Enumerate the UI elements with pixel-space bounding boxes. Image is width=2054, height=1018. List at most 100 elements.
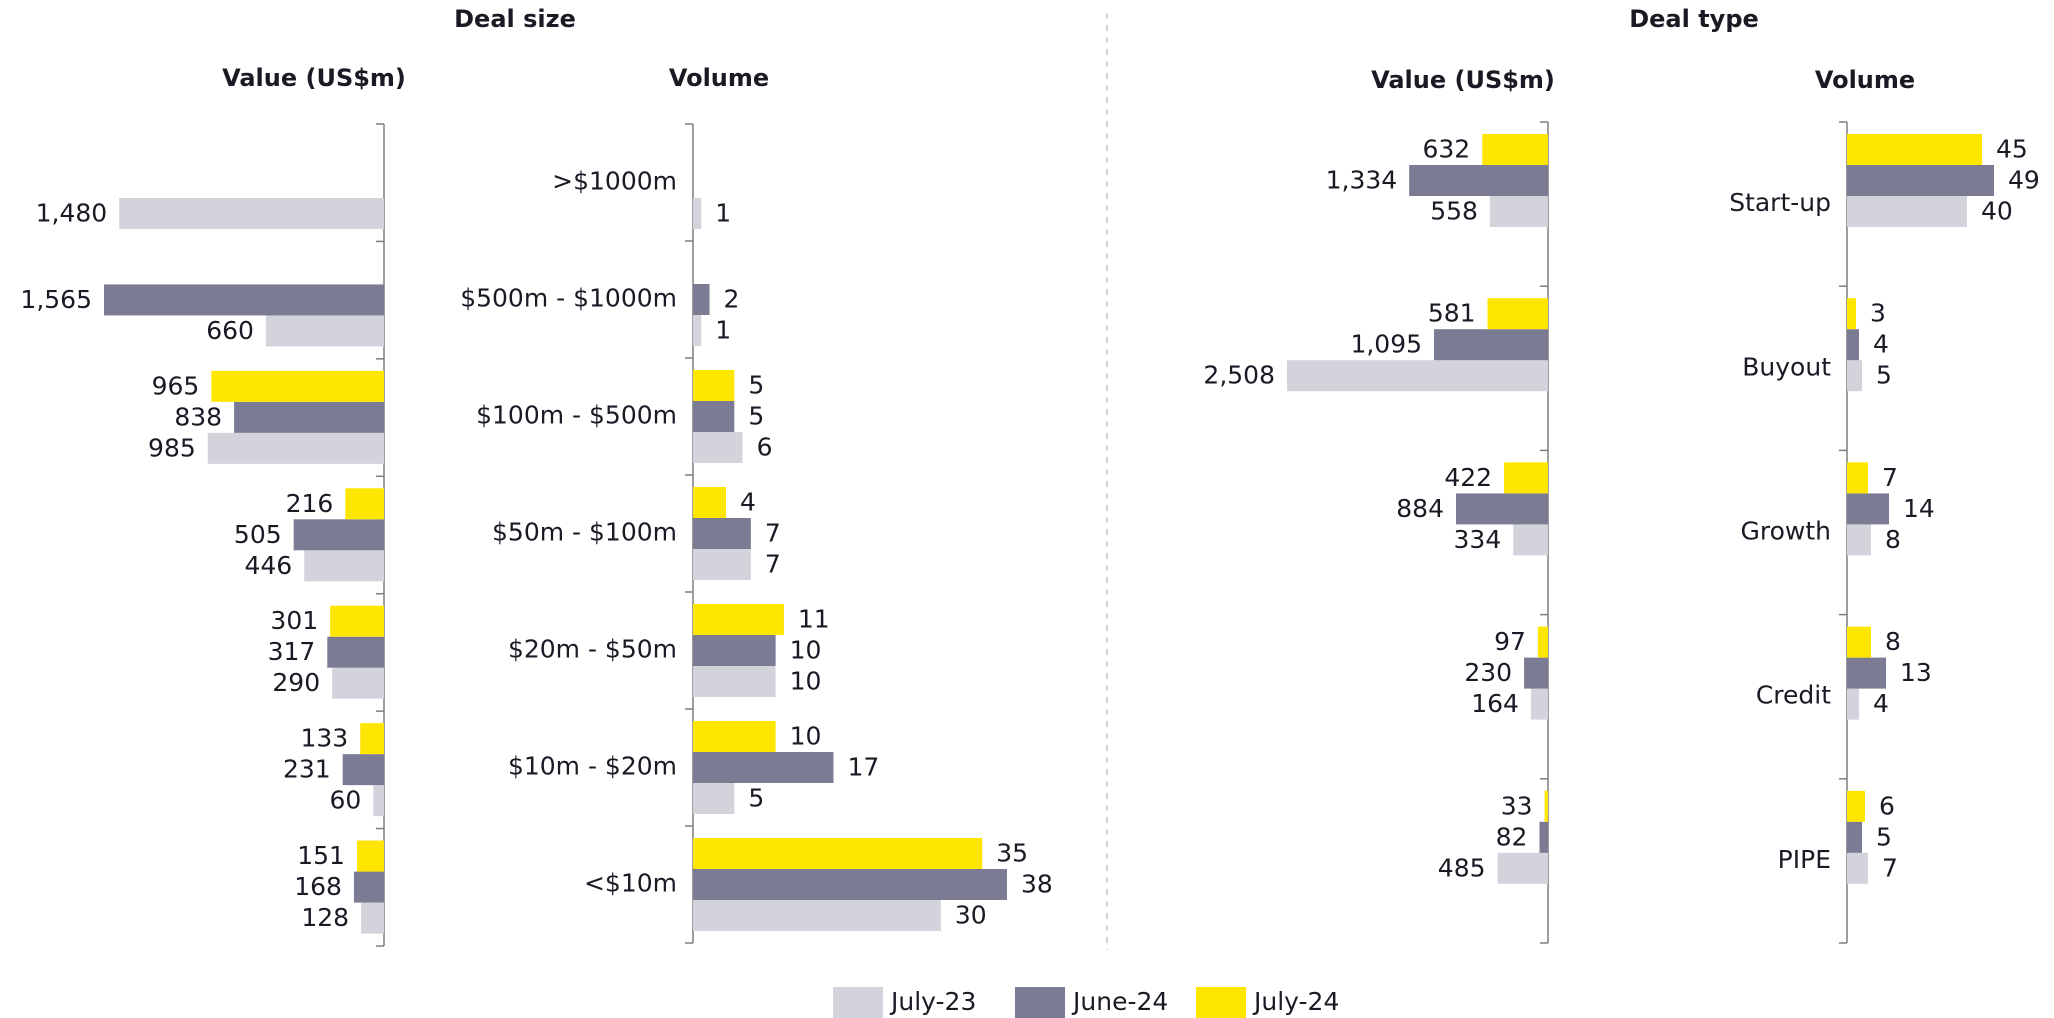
bar (693, 721, 776, 752)
value-label: 60 (329, 786, 361, 815)
legend-swatch (833, 987, 883, 1018)
value-label: 2,508 (1203, 361, 1275, 390)
bar (119, 198, 384, 229)
chart-title: Volume (669, 64, 769, 92)
bar (693, 635, 776, 666)
value-label: 558 (1430, 197, 1478, 226)
value-label: 151 (297, 841, 345, 870)
bar (361, 902, 384, 934)
bar (693, 518, 751, 549)
group-title: Deal size (454, 5, 576, 33)
bar (1409, 165, 1548, 196)
value-label: 14 (1903, 494, 1935, 523)
value-label: 17 (847, 753, 879, 782)
value-label: 82 (1496, 822, 1528, 851)
value-label: 4 (1873, 330, 1889, 359)
category-label: PIPE (1778, 845, 1831, 874)
value-label: 1,095 (1350, 330, 1422, 359)
value-label: 3 (1870, 299, 1886, 328)
value-label: 5 (1876, 361, 1892, 390)
chart-title: Value (US$m) (222, 64, 406, 92)
bar (1537, 626, 1548, 658)
bar (1847, 298, 1856, 330)
bar (330, 605, 384, 637)
bar (265, 315, 384, 347)
bar (1847, 493, 1889, 525)
value-label: 317 (268, 637, 316, 666)
value-label: 30 (955, 901, 987, 930)
bar (1847, 626, 1871, 658)
category-label: <$10m (584, 869, 677, 898)
value-label: 7 (1882, 463, 1898, 492)
category-label: Start-up (1729, 188, 1831, 217)
bar (693, 666, 776, 697)
value-label: 7 (765, 550, 781, 579)
bar (373, 785, 384, 817)
value-label: 231 (283, 755, 331, 784)
value-label: 35 (996, 839, 1028, 868)
value-label: 10 (790, 722, 822, 751)
value-label: 1,334 (1326, 166, 1398, 195)
bar (1847, 134, 1982, 165)
bar (693, 900, 941, 931)
bar (1287, 360, 1548, 392)
category-label: $500m - $1000m (460, 284, 677, 313)
value-label: 168 (294, 872, 342, 901)
bar (332, 667, 384, 699)
value-label: 216 (286, 489, 334, 518)
bar (345, 488, 384, 520)
value-label: 8 (1885, 525, 1901, 554)
value-label: 838 (174, 402, 222, 431)
value-label: 301 (270, 606, 318, 635)
value-label: 334 (1454, 525, 1502, 554)
value-label: 8 (1885, 627, 1901, 656)
category-label: Credit (1756, 681, 1831, 710)
value-label: 128 (301, 903, 349, 932)
category-label: $50m - $100m (492, 518, 677, 547)
legend-swatch (1015, 987, 1065, 1018)
bar (1482, 134, 1548, 165)
bar (1504, 462, 1548, 494)
bar (293, 519, 384, 551)
value-label: 11 (798, 605, 830, 634)
bar (1847, 196, 1967, 227)
value-label: 6 (1879, 791, 1895, 820)
value-label: 1,480 (36, 199, 108, 228)
bar (207, 432, 384, 464)
legend-label: July-24 (1252, 987, 1339, 1016)
value-label: 5 (748, 371, 764, 400)
value-label: 505 (234, 520, 282, 549)
value-label: 4 (740, 488, 756, 517)
bar (693, 198, 702, 229)
value-label: 33 (1501, 791, 1533, 820)
category-label: $100m - $500m (476, 401, 677, 430)
bar (1513, 524, 1548, 556)
value-label: 13 (1900, 658, 1932, 687)
legend-label: July-23 (889, 987, 976, 1016)
chart-title: Volume (1815, 66, 1915, 94)
category-label: Growth (1741, 517, 1832, 546)
value-label: 45 (1996, 135, 2028, 164)
bar (304, 550, 384, 582)
value-label: 1,565 (20, 285, 92, 314)
bar (1847, 688, 1859, 720)
value-label: 133 (300, 724, 348, 753)
value-label: 230 (1464, 658, 1512, 687)
bar (1847, 821, 1862, 853)
bar (693, 604, 784, 635)
bar (693, 487, 727, 518)
bar (1847, 462, 1868, 494)
value-label: 884 (1396, 494, 1444, 523)
value-label: 38 (1021, 870, 1053, 899)
value-label: 5 (1876, 822, 1892, 851)
bar (1847, 852, 1868, 884)
value-label: 10 (790, 667, 822, 696)
bar (1847, 329, 1859, 361)
bar (1847, 790, 1865, 822)
category-label: >$1000m (552, 167, 677, 196)
bar (1847, 165, 1994, 196)
bar (1489, 196, 1548, 227)
bar (327, 636, 384, 668)
value-label: 485 (1438, 853, 1486, 882)
value-label: 40 (1981, 197, 2013, 226)
